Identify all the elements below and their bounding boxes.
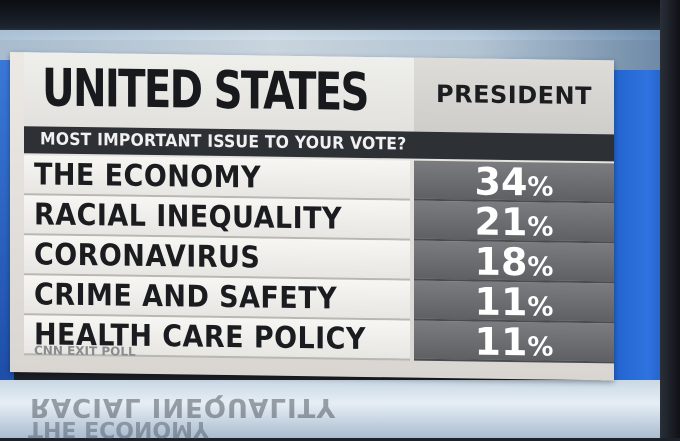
percentage-value: 11% — [464, 319, 564, 367]
source-label: CNN EXIT POLL — [34, 343, 136, 359]
percentage-number: 21 — [474, 199, 528, 245]
graphic-title: UNITED STATES — [42, 58, 368, 123]
reflective-desk — [0, 380, 680, 438]
title-block: UNITED STATES — [24, 52, 414, 132]
percentage-number: 18 — [474, 239, 528, 285]
column-label: PRESIDENT — [436, 79, 592, 111]
exit-poll-graphic: UNITED STATES PRESIDENT MOST IMPORTANT I… — [10, 52, 614, 381]
issue-label: THE ECONOMY — [34, 157, 261, 196]
value-cell: 11% — [414, 319, 614, 367]
percentage-number: 34 — [474, 159, 528, 205]
issue-cell: CRIME AND SAFETY — [24, 275, 410, 321]
value-cell: 11% — [414, 279, 614, 325]
value-cell: 18% — [414, 239, 614, 285]
percentage-number: 11 — [474, 319, 528, 365]
column-header: PRESIDENT — [414, 57, 614, 135]
issue-label: CORONAVIRUS — [34, 237, 261, 276]
issue-cell: THE ECONOMY — [24, 155, 410, 201]
percent-sign: % — [527, 292, 554, 323]
percent-sign: % — [527, 332, 554, 363]
percent-sign: % — [527, 252, 554, 283]
percent-sign: % — [527, 212, 554, 243]
value-cell: 21% — [414, 199, 614, 245]
percent-sign: % — [527, 172, 554, 203]
reflection-text-2: THE ECONOMY — [28, 416, 209, 441]
percentage-number: 11 — [474, 279, 528, 325]
issue-cell: RACIAL INEQUALITY — [24, 195, 410, 241]
value-cell: 34% — [414, 159, 614, 205]
question-text: MOST IMPORTANT ISSUE TO YOUR VOTE? — [40, 129, 407, 155]
tv-bezel-right — [660, 0, 680, 438]
issue-cell: CORONAVIRUS — [24, 235, 410, 281]
issue-label: RACIAL INEQUALITY — [34, 197, 342, 237]
issue-label: CRIME AND SAFETY — [34, 277, 338, 317]
